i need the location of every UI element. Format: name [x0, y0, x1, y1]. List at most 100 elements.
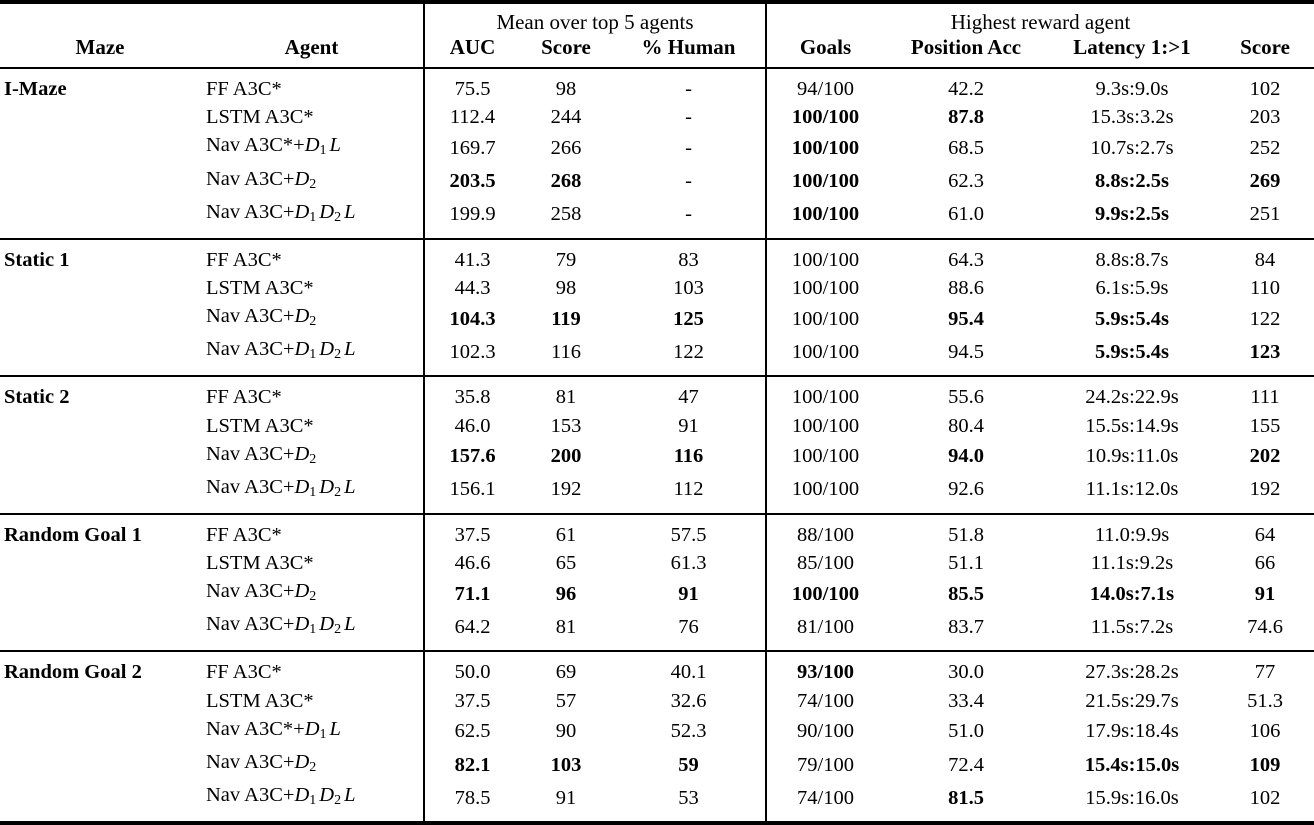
agent-label-segment: 2	[334, 209, 342, 225]
agent-label-segment: 1	[309, 793, 317, 809]
value-cell: 11.5s:7.2s	[1090, 615, 1174, 638]
maze-label	[0, 412, 200, 440]
value-cell: 78.5	[423, 781, 520, 824]
value-cell: 37.5	[423, 687, 520, 716]
value-cell: 42.2	[884, 67, 1048, 104]
agent-label: LSTM A3C*	[200, 274, 424, 302]
agent-label-segment: L	[344, 338, 356, 361]
value-cell: 65	[555, 552, 577, 575]
value-cell: 100/100	[765, 131, 884, 165]
agent-label-segment: 1	[319, 143, 327, 159]
value-cell: 46.6	[423, 549, 520, 578]
value-cell: -	[612, 67, 766, 104]
value-cell: 15.9s:16.0s	[1085, 786, 1179, 809]
value-cell: 156.1	[423, 473, 520, 514]
value-cell: 40.1	[612, 650, 766, 688]
value-cell: 27.3s:28.2s	[1048, 650, 1216, 688]
value-cell: 100/100	[765, 274, 884, 303]
agent-label-segment: D	[294, 200, 310, 223]
value-cell: 32.6	[670, 689, 707, 712]
value-cell: 51.8	[884, 512, 1048, 550]
agent-label: Nav A3C+D1 D2 L	[200, 198, 424, 239]
agent-label: Nav A3C+D2	[200, 748, 424, 781]
agent-label-segment: FF A3C*	[206, 523, 282, 546]
value-cell: 92.6	[948, 478, 984, 501]
agent-label-segment: FF A3C*	[206, 661, 282, 684]
agent-label-segment: LSTM A3C*	[206, 689, 314, 712]
value-cell: 104.3	[423, 302, 520, 336]
agent-label-segment: D	[294, 442, 310, 465]
value-cell: 9.3s:9.0s	[1048, 67, 1216, 104]
value-cell: 169.7	[423, 131, 520, 165]
value-cell: 109	[1249, 753, 1281, 776]
value-cell: 98	[520, 67, 612, 104]
value-cell: 61	[520, 512, 612, 550]
value-cell: 62.5	[423, 715, 520, 749]
value-cell: 85.5	[948, 582, 984, 605]
table-row: Nav A3C+D1 D2 L 102.3 116 122 100/100 94.5 5.9s:…	[0, 335, 1314, 377]
agent-label-segment: D	[319, 784, 335, 807]
value-cell: 51.1	[948, 552, 984, 575]
agent-label-segment: L	[344, 784, 356, 807]
value-cell: 24.2s:22.9s	[1048, 375, 1216, 412]
agent-label-segment: D	[294, 784, 310, 807]
agent-label-segment: L	[344, 475, 356, 498]
agent-label-segment: Nav A3C+	[206, 580, 295, 603]
agent-label: Nav A3C+D2	[200, 303, 424, 336]
value-cell: 122	[1249, 307, 1281, 330]
agent-label: FF A3C*	[200, 67, 424, 104]
agent-label: FF A3C*	[200, 375, 424, 412]
value-cell: 30.0	[884, 650, 1048, 688]
agent-label-segment: D	[294, 580, 310, 603]
agent-label: Nav A3C+D2	[200, 440, 424, 473]
value-cell: 35.8	[423, 375, 520, 412]
agent-label: FF A3C*	[200, 650, 424, 688]
value-cell: 192	[550, 478, 582, 501]
value-cell: 11.1s:12.0s	[1085, 478, 1179, 501]
group-header-row: Mean over top 5 agents Highest reward ag…	[0, 2, 1314, 33]
value-cell: 93/100	[765, 650, 884, 688]
agent-label-segment: Nav A3C+	[206, 442, 295, 465]
value-cell: -	[685, 106, 692, 129]
value-cell: 15.5s:14.9s	[1085, 414, 1179, 437]
value-cell: 9.9s:2.5s	[1094, 203, 1170, 226]
agent-label-segment: LSTM A3C*	[206, 106, 314, 129]
table-row: Static 2 FF A3C* 35.8 81 47 100/100 55.6 24.2s:…	[0, 375, 1314, 412]
value-cell: -	[685, 203, 692, 226]
column-header-percent-human: % Human	[641, 35, 736, 59]
agent-label-segment: 1	[309, 347, 317, 363]
value-cell: 112	[673, 478, 704, 501]
agent-label-segment: L	[329, 717, 341, 740]
value-cell: 85/100	[765, 549, 884, 578]
value-cell: 57	[555, 689, 577, 712]
value-cell: 81.5	[948, 786, 984, 809]
value-cell: 14.0s:7.1s	[1089, 582, 1175, 605]
agent-label-segment: Nav A3C*+	[206, 134, 305, 157]
table-row: Nav A3C+D2 71.1 96 91 100/100 85.5 14.0s:7.1s 9…	[0, 577, 1314, 611]
column-header-maze: Maze	[75, 35, 125, 59]
agent-label-segment: 1	[309, 622, 317, 638]
value-cell: 87.8	[948, 106, 984, 129]
table-row: LSTM A3C* 46.0 153 91 100/100 80.4 15.5s:14.9s…	[0, 411, 1314, 441]
value-cell: 75.5	[423, 67, 520, 104]
value-cell: 91	[1254, 582, 1276, 605]
table-row: Random Goal 2 FF A3C* 50.0 69 40.1 93/100 30.0…	[0, 650, 1314, 688]
maze-label: I-Maze	[0, 67, 200, 104]
value-cell: 50.0	[423, 650, 520, 688]
value-cell: 252	[1249, 136, 1281, 159]
value-cell: 17.9s:18.4s	[1085, 720, 1179, 743]
agent-label: Nav A3C+D1 D2 L	[200, 782, 424, 824]
value-cell: 100/100	[765, 577, 884, 611]
value-cell: 83.7	[948, 615, 984, 638]
value-cell: 81	[555, 615, 577, 638]
value-cell: -	[685, 170, 692, 193]
agent-label-segment: D	[294, 305, 310, 328]
value-cell: 100/100	[765, 103, 884, 132]
value-cell: 64	[1216, 512, 1314, 550]
value-cell: 83	[612, 237, 766, 275]
maze-label	[0, 336, 200, 377]
agent-label-segment: D	[304, 134, 320, 157]
agent-label-segment: D	[294, 167, 310, 190]
agent-label: Nav A3C+D1 D2 L	[200, 336, 424, 377]
